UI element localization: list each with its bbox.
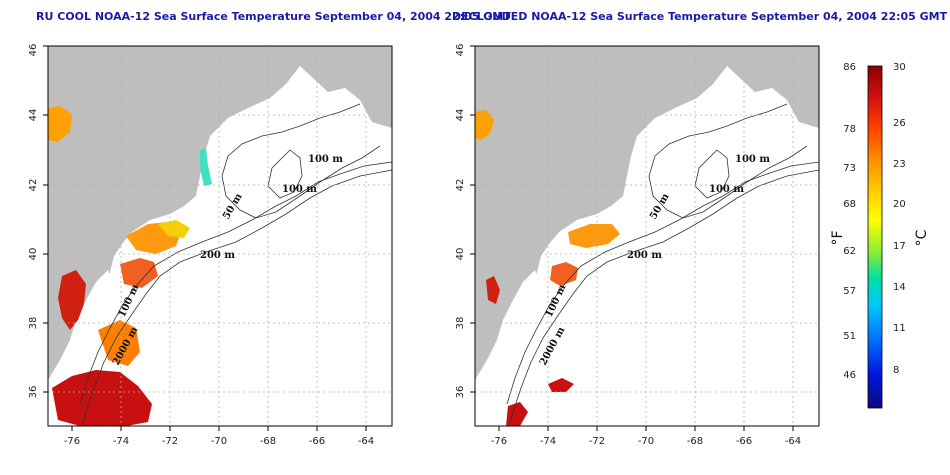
right-contour-label-2: 100 m: [709, 184, 744, 195]
left-map: 100 m 100 m 50 m 200 m 100 m 2000 m -76 …: [28, 44, 393, 447]
right-land-mass: [475, 46, 819, 426]
right-sst-ny-bight: [550, 262, 578, 286]
left-map-frame: [47, 45, 393, 427]
lon-label: -68: [687, 436, 703, 447]
fahrenheit-tick: 46: [843, 370, 856, 381]
left-map-title: RU COOL NOAA-12 Sea Surface Temperature …: [36, 10, 511, 23]
lat-label: 38: [455, 317, 466, 330]
fahrenheit-unit-label: °F: [830, 230, 846, 245]
lat-label: 40: [455, 248, 466, 261]
fahrenheit-tick: 78: [843, 124, 856, 135]
lon-label: -68: [260, 436, 276, 447]
right-sst-south-red: [548, 378, 574, 392]
lon-label: -72: [162, 436, 178, 447]
left-sst-south-red: [52, 370, 152, 426]
lat-label: 38: [28, 317, 39, 330]
left-sst-gulf-stream: [58, 270, 86, 330]
fahrenheit-tick: 62: [843, 246, 856, 257]
celsius-tick: 20: [893, 199, 906, 210]
left-contour-label-4: 200 m: [200, 250, 235, 261]
left-bathymetry-contours: [79, 103, 392, 426]
left-sst-shelf-yellow: [158, 220, 190, 238]
fahrenheit-tick: 73: [843, 163, 856, 174]
right-lon-labels: -76 -74 -72 -70 -68 -66 -64: [491, 436, 801, 447]
celsius-tick: 30: [893, 62, 906, 73]
right-sst-gulf-stream: [486, 276, 500, 304]
celsius-tick: 26: [893, 118, 906, 129]
right-bathymetry-contours: [506, 103, 819, 426]
right-grid: [475, 46, 819, 426]
lon-label: -66: [736, 436, 752, 447]
celsius-tick: 8: [893, 365, 899, 376]
lon-label: -66: [309, 436, 325, 447]
lon-label: -70: [638, 436, 654, 447]
right-sst-shelf-orange: [568, 224, 620, 248]
left-sst-ny-bight: [120, 258, 158, 288]
colorbar-celsius-ticks: 30 26 23 20 17 14 11 8: [893, 62, 906, 376]
lat-label: 42: [455, 179, 466, 192]
lat-label: 36: [455, 386, 466, 399]
left-sst-gulf-of-maine: [200, 148, 212, 186]
left-contour-label-1: 100 m: [308, 154, 343, 165]
right-contour-label-4: 200 m: [627, 250, 662, 261]
right-white-ocean-area: [475, 270, 541, 426]
right-contour-label-1: 100 m: [735, 154, 770, 165]
lat-label: 44: [28, 109, 39, 122]
colorbar-scale: [867, 65, 883, 409]
lon-label: -76: [64, 436, 80, 447]
left-axis-ticks: [43, 45, 367, 431]
lon-label: -64: [785, 436, 801, 447]
right-sst-south-red-2: [506, 402, 528, 426]
lat-label: 40: [28, 248, 39, 261]
right-map-frame: [474, 45, 820, 427]
fahrenheit-tick: 51: [843, 331, 856, 342]
lon-label: -64: [358, 436, 374, 447]
lon-label: -70: [211, 436, 227, 447]
lat-label: 44: [455, 109, 466, 122]
right-sst-nova-scotia-patch: [475, 110, 494, 140]
lat-label: 46: [28, 44, 39, 57]
celsius-tick: 23: [893, 159, 906, 170]
celsius-tick: 17: [893, 241, 906, 252]
celsius-tick: 14: [893, 282, 906, 293]
left-grid: [48, 46, 392, 426]
colorbar: 86 78 73 68 62 57 51 46 30 26 23 20 17 1…: [830, 62, 930, 409]
lon-label: -74: [540, 436, 556, 447]
left-contour-label-2: 100 m: [282, 184, 317, 195]
right-map: 100 m 100 m 50 m 200 m 100 m 2000 m -76 …: [455, 44, 820, 447]
left-lat-labels: 36 38 40 42 44 46: [28, 44, 39, 399]
lon-label: -76: [491, 436, 507, 447]
fahrenheit-tick: 68: [843, 199, 856, 210]
right-lat-labels: 36 38 40 42 44 46: [455, 44, 466, 399]
lat-label: 42: [28, 179, 39, 192]
lon-label: -72: [589, 436, 605, 447]
colorbar-fahrenheit-ticks: 86 78 73 68 62 57 51 46: [843, 62, 856, 381]
lon-label: -74: [113, 436, 129, 447]
fahrenheit-tick: 86: [843, 62, 856, 73]
lat-label: 36: [28, 386, 39, 399]
celsius-tick: 11: [893, 323, 906, 334]
celsius-unit-label: °C: [914, 229, 930, 246]
fahrenheit-tick: 57: [843, 286, 856, 297]
lat-label: 46: [455, 44, 466, 57]
right-axis-ticks: [470, 45, 794, 431]
right-map-title: DECLOUDED NOAA-12 Sea Surface Temperatur…: [452, 10, 948, 23]
left-lon-labels: -76 -74 -72 -70 -68 -66 -64: [64, 436, 374, 447]
left-land-mass: [48, 46, 392, 426]
